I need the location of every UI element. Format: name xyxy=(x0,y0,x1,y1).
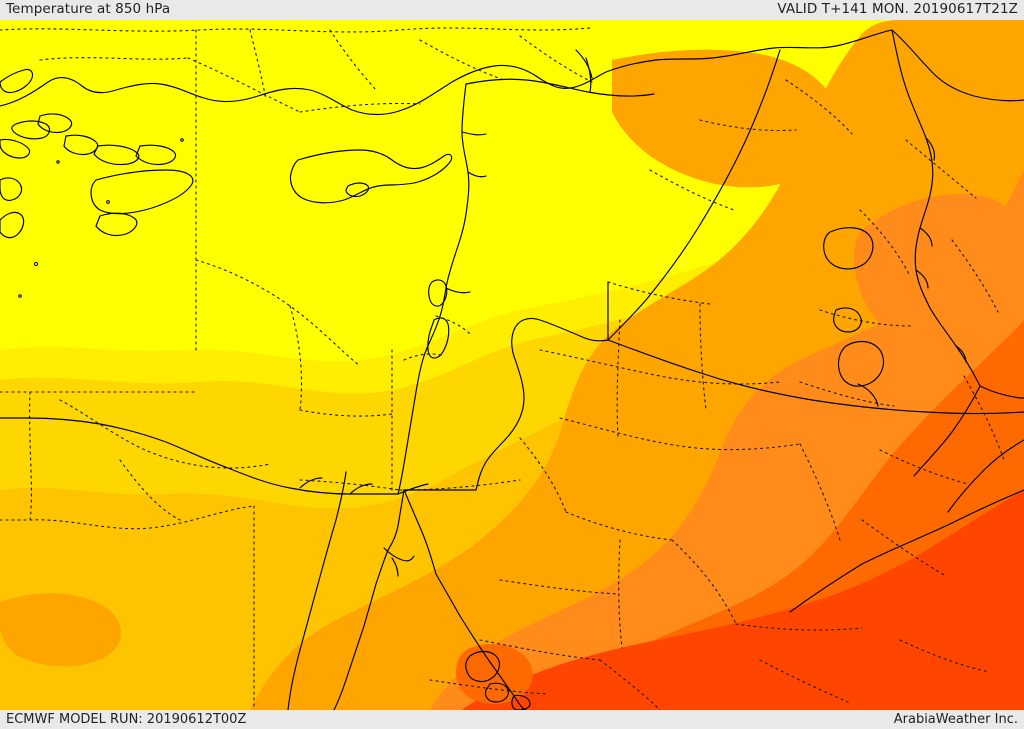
model-run-label: ECMWF MODEL RUN: 20190612T00Z xyxy=(6,711,247,727)
footer-bar: ECMWF MODEL RUN: 20190612T00Z ArabiaWeat… xyxy=(0,710,1024,729)
page-title: Temperature at 850 hPa xyxy=(6,1,171,18)
temp-band-26c-iraq-spur xyxy=(854,193,1024,368)
minor-islands xyxy=(18,138,184,298)
temp-band-30c xyxy=(462,490,1024,710)
internal-boundaries xyxy=(0,27,1005,710)
country-borders xyxy=(0,29,1024,710)
temp-blob-sw-egypt xyxy=(0,593,122,667)
temperature-field xyxy=(0,20,1024,710)
provider-credit: ArabiaWeather Inc. xyxy=(893,711,1018,727)
temp-blob-red-sea xyxy=(455,644,533,704)
temperature-map[interactable] xyxy=(0,20,1024,710)
valid-time-label: VALID T+141 MON. 20190617T21Z xyxy=(777,1,1018,18)
map-canvas xyxy=(0,20,1024,710)
temp-blob-south-arabia xyxy=(687,679,862,710)
header-bar: Temperature at 850 hPa VALID T+141 MON. … xyxy=(0,0,1024,20)
temp-band-24c-nw-lobe xyxy=(612,49,842,188)
